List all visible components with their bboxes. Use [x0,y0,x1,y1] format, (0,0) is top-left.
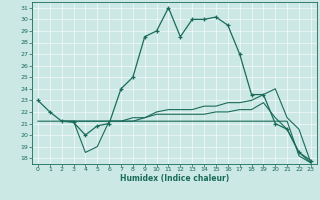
X-axis label: Humidex (Indice chaleur): Humidex (Indice chaleur) [120,174,229,183]
